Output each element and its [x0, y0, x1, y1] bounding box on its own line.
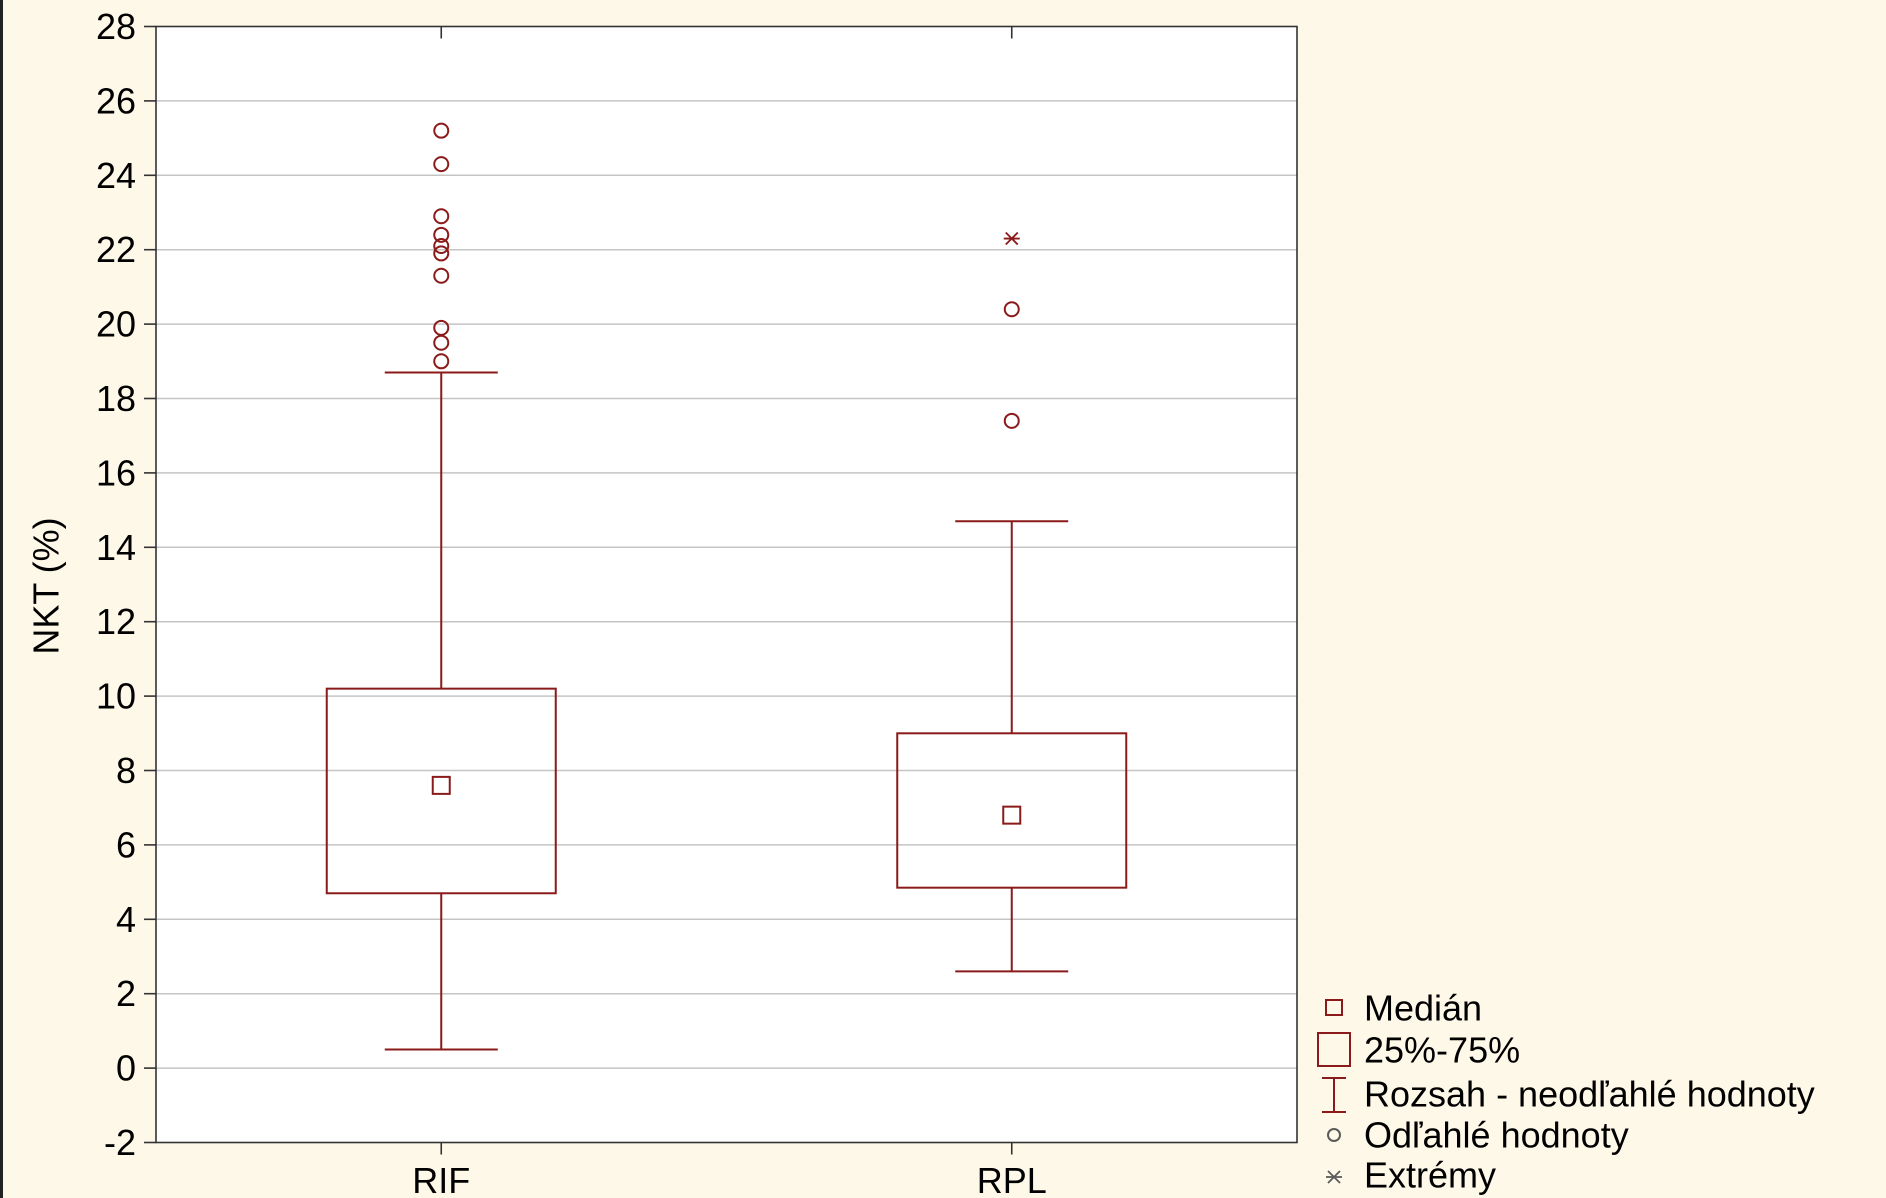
gridlines — [156, 100, 1297, 1069]
legend-label-extremes: Extrémy — [1364, 1155, 1496, 1196]
legend: Medián 25%-75% Rozsah - neodľahlé hodnot… — [1317, 988, 1815, 1196]
outlier-point — [433, 245, 450, 262]
y-tick-label: 6 — [116, 824, 136, 865]
legend-label-box: 25%-75% — [1364, 1030, 1520, 1071]
median-marker — [431, 775, 451, 795]
outlier-point — [433, 156, 450, 173]
y-axis-title: NKT (%) — [26, 517, 67, 654]
y-tick-label: 18 — [96, 378, 136, 419]
legend-extreme-icon — [1326, 1170, 1342, 1184]
y-tick-label: 26 — [96, 80, 136, 121]
y-tick-label: -2 — [104, 1122, 136, 1163]
y-tick-label: 14 — [96, 527, 136, 568]
y-tick-label: 10 — [96, 676, 136, 717]
outlier-point — [433, 334, 450, 351]
outlier-point — [433, 267, 450, 284]
outlier-point — [433, 353, 450, 370]
outlier-point — [433, 226, 450, 243]
outlier-point — [433, 237, 450, 254]
iqr-box — [325, 687, 557, 895]
outlier-point — [433, 122, 450, 139]
extreme-point — [1003, 231, 1020, 246]
y-tick-label: 16 — [96, 452, 136, 493]
plot-frame — [155, 25, 1298, 1144]
legend-outlier-icon — [1327, 1128, 1341, 1142]
left-border — [0, 0, 3, 1198]
outlier-point — [1003, 301, 1020, 318]
legend-whisker-icon — [1322, 1077, 1346, 1113]
legend-label-median: Medián — [1364, 988, 1482, 1029]
legend-label-whisker: Rozsah - neodľahlé hodnoty — [1364, 1074, 1815, 1115]
y-tick-label: 20 — [96, 304, 136, 345]
legend-label-outliers: Odľahlé hodnoty — [1364, 1115, 1629, 1156]
y-tick-label: 22 — [96, 229, 136, 270]
x-category-label: RPL — [977, 1160, 1047, 1198]
median-marker — [1002, 805, 1022, 825]
iqr-box — [896, 732, 1128, 889]
y-tick-label: 12 — [96, 601, 136, 642]
outlier-point — [1003, 412, 1020, 429]
y-tick-label: 4 — [116, 899, 136, 940]
y-tick-label: 28 — [96, 6, 136, 47]
outlier-point — [433, 208, 450, 225]
y-tick-label: 0 — [116, 1048, 136, 1089]
extreme-stroke — [1005, 231, 1019, 246]
y-tick-label: 2 — [116, 973, 136, 1014]
legend-box-icon — [1317, 1032, 1351, 1067]
x-category-label: RIF — [412, 1160, 470, 1198]
y-tick-label: 8 — [116, 750, 136, 791]
legend-median-icon — [1325, 999, 1343, 1016]
boxes — [325, 122, 1128, 1051]
plot-area — [156, 26, 1297, 1143]
y-tick-label: 24 — [96, 155, 136, 196]
